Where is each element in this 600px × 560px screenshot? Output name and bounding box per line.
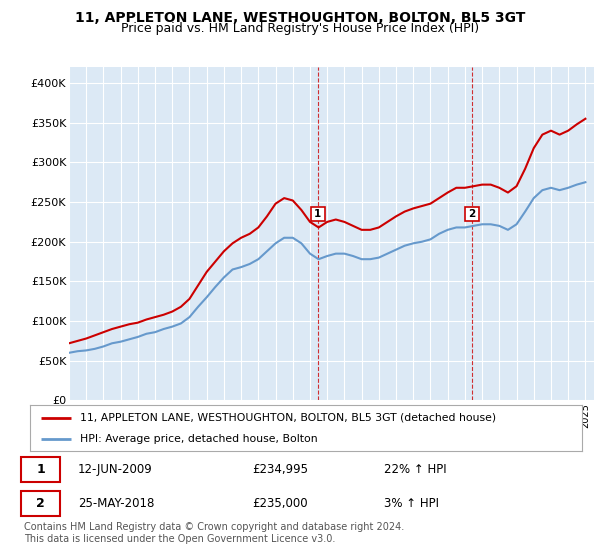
Text: 12-JUN-2009: 12-JUN-2009 — [78, 463, 153, 476]
FancyBboxPatch shape — [21, 491, 60, 516]
Text: 1: 1 — [36, 463, 45, 476]
Text: 22% ↑ HPI: 22% ↑ HPI — [384, 463, 446, 476]
Text: Contains HM Land Registry data © Crown copyright and database right 2024.
This d: Contains HM Land Registry data © Crown c… — [24, 522, 404, 544]
Text: 25-MAY-2018: 25-MAY-2018 — [78, 497, 154, 510]
Text: £235,000: £235,000 — [252, 497, 308, 510]
Text: 1: 1 — [314, 209, 322, 219]
FancyBboxPatch shape — [21, 457, 60, 482]
Text: Price paid vs. HM Land Registry's House Price Index (HPI): Price paid vs. HM Land Registry's House … — [121, 22, 479, 35]
Text: 11, APPLETON LANE, WESTHOUGHTON, BOLTON, BL5 3GT: 11, APPLETON LANE, WESTHOUGHTON, BOLTON,… — [75, 11, 525, 25]
Text: 3% ↑ HPI: 3% ↑ HPI — [384, 497, 439, 510]
Text: £234,995: £234,995 — [252, 463, 308, 476]
Text: 2: 2 — [468, 209, 475, 219]
Text: 11, APPLETON LANE, WESTHOUGHTON, BOLTON, BL5 3GT (detached house): 11, APPLETON LANE, WESTHOUGHTON, BOLTON,… — [80, 413, 496, 423]
Text: HPI: Average price, detached house, Bolton: HPI: Average price, detached house, Bolt… — [80, 435, 317, 444]
Text: 2: 2 — [36, 497, 45, 510]
